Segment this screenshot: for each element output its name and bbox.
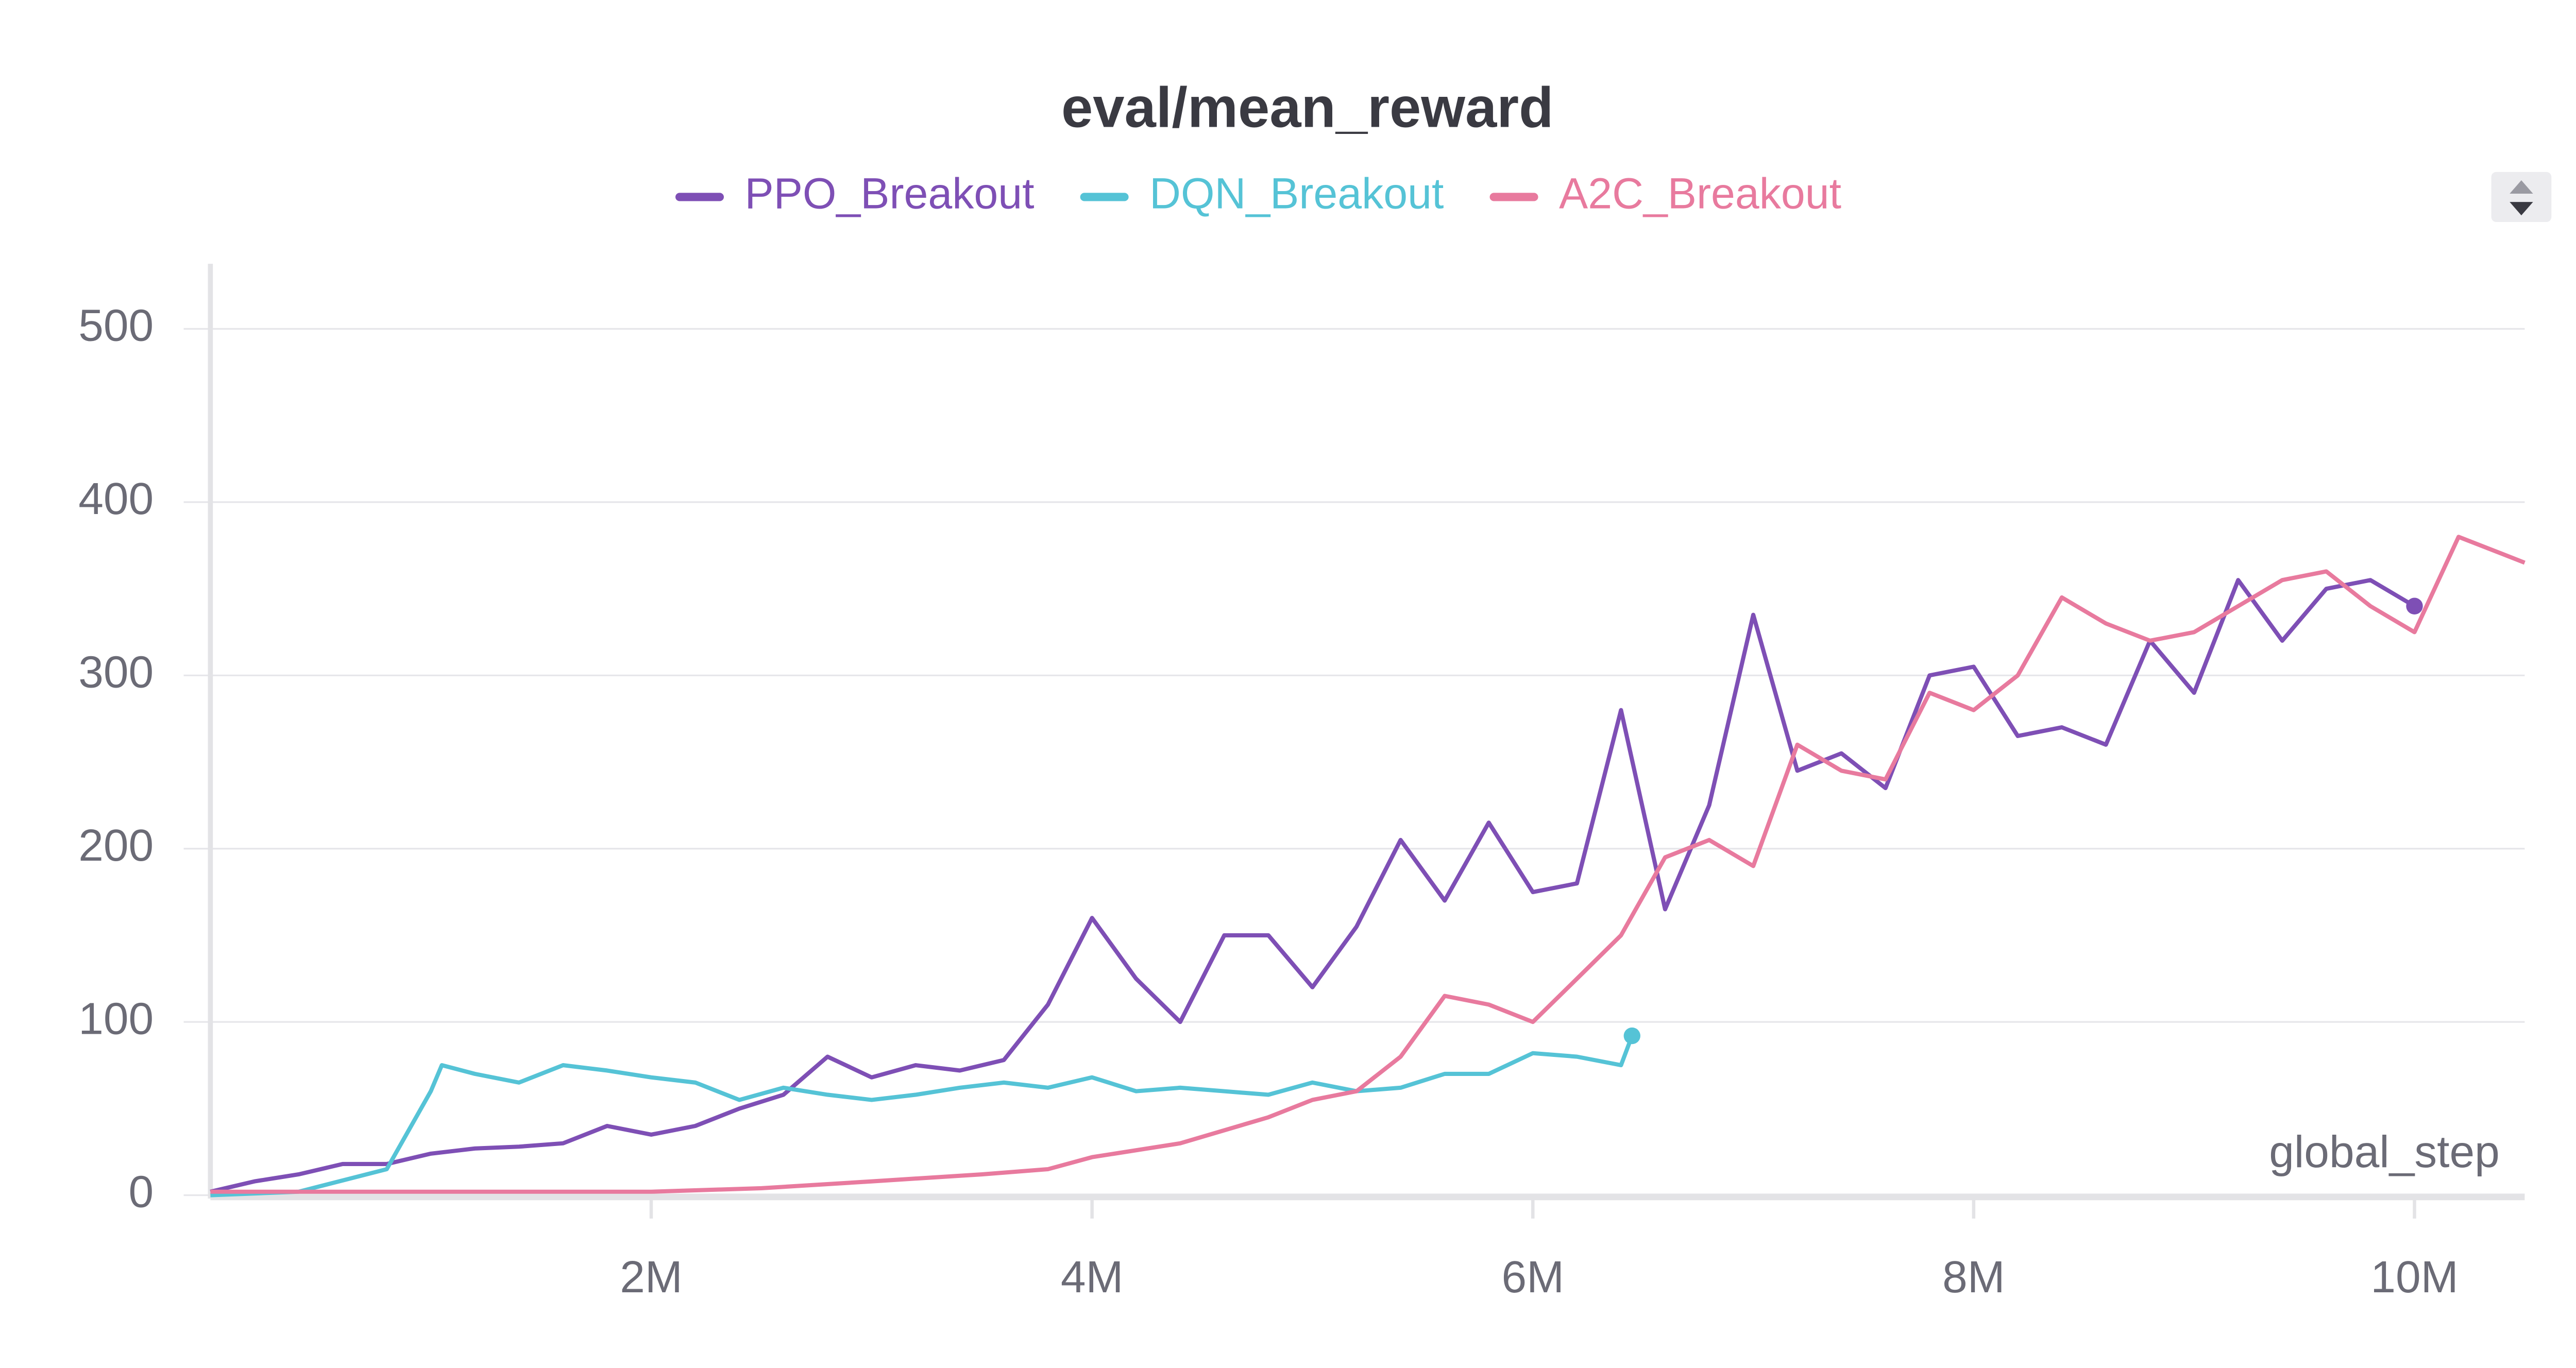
legend-label: PPO_Breakout: [745, 169, 1035, 218]
end-point: [2406, 597, 2423, 614]
y-tick-label: 0: [129, 1167, 154, 1217]
y-tick-label: 400: [78, 473, 154, 524]
x-tick-label: 10M: [2370, 1252, 2458, 1302]
x-axis-label: global_step: [2269, 1126, 2500, 1177]
chart-title: eval/mean_reward: [1061, 76, 1554, 139]
y-tick-label: 300: [78, 646, 154, 697]
x-tick-label: 4M: [1061, 1252, 1124, 1302]
end-point: [1623, 1027, 1640, 1045]
y-tick-label: 500: [78, 300, 154, 351]
arrow-up[interactable]: [2510, 180, 2533, 194]
y-tick-label: 100: [78, 993, 154, 1044]
x-tick-label: 8M: [1942, 1252, 2005, 1302]
x-tick-label: 2M: [620, 1252, 683, 1302]
scroll-arrows[interactable]: [2491, 172, 2552, 223]
series-line: [210, 1035, 1634, 1198]
scroll-box[interactable]: [2491, 172, 2552, 223]
legend-label: A2C_Breakout: [1559, 169, 1841, 218]
series-line: [210, 578, 2416, 1194]
legend: PPO_Breakout DQN_Breakout A2C_Breakout: [675, 169, 1841, 218]
series-line: [210, 535, 2526, 1194]
x-tick-label: 6M: [1501, 1252, 1564, 1302]
legend-label: DQN_Breakout: [1149, 169, 1444, 218]
y-tick-label: 200: [78, 820, 154, 870]
arrow-down[interactable]: [2510, 202, 2533, 216]
